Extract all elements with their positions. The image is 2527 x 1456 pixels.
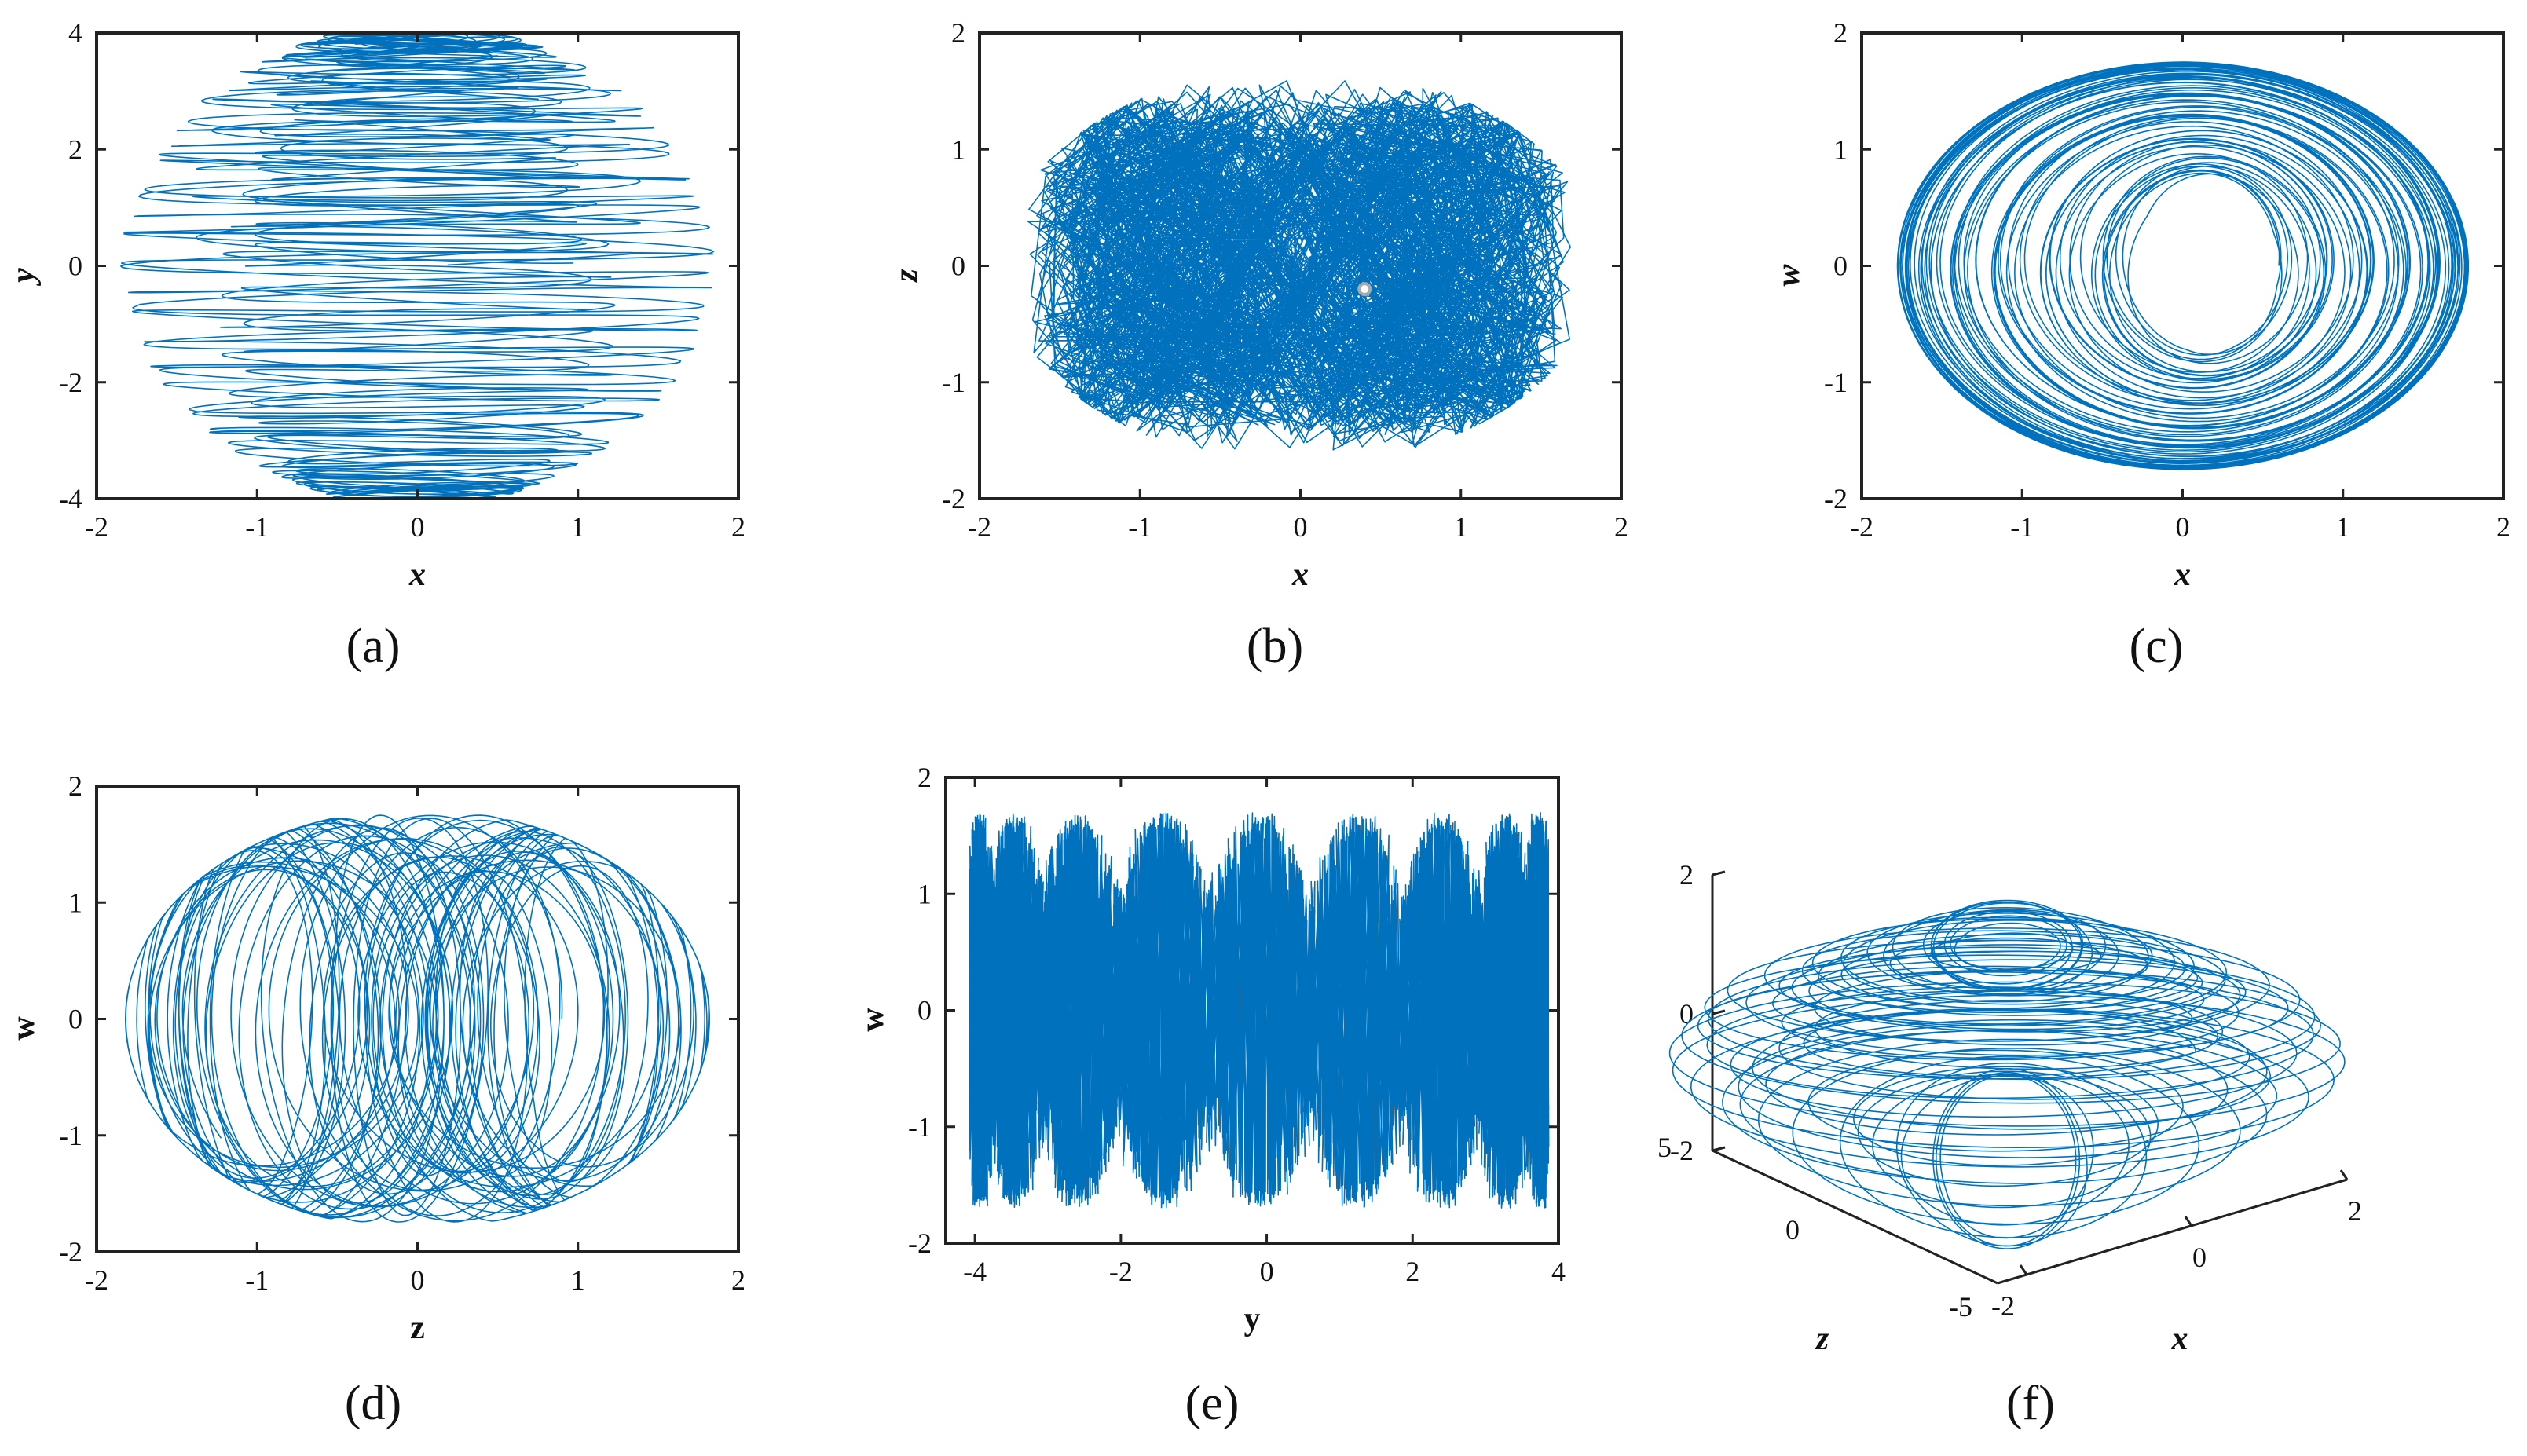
x-axis-label: x (2174, 557, 2191, 593)
y-tick-label: 0 (951, 251, 965, 282)
y-tick-label: 2 (951, 17, 965, 49)
x-tick-label: -2 (1991, 1290, 2015, 1322)
x-tick-label: -1 (245, 1264, 269, 1296)
y-tick-label: 2 (1833, 17, 1848, 49)
y-axis-line (1712, 1149, 1998, 1285)
x-tick-label: -1 (1128, 511, 1152, 543)
x-tick-mark (2019, 1264, 2028, 1275)
y-tick-label: 0 (68, 1004, 82, 1035)
x-axis-line (1997, 1178, 2348, 1285)
y-tick-label: -2 (59, 1236, 82, 1268)
z-tick-label: -2 (1670, 1135, 1694, 1166)
y-tick-label: 0 (1833, 251, 1848, 282)
x-tick-label: 0 (411, 1264, 425, 1296)
y-tick-label: 2 (68, 134, 82, 165)
x-tick-label: -1 (2010, 511, 2034, 543)
x-tick-label: 2 (2348, 1195, 2362, 1227)
y-tick-label: 0 (1785, 1214, 1800, 1246)
y-tick-label: 5 (1657, 1132, 1672, 1163)
x-tick-mark (2339, 1169, 2349, 1180)
x-tick-label: 1 (571, 511, 585, 543)
x-tick-label: 1 (2336, 511, 2350, 543)
panel-label: (a) (346, 620, 401, 673)
x-tick-label: -2 (85, 511, 108, 543)
x-tick-mark (2184, 1216, 2193, 1227)
x-tick-label: -1 (245, 511, 269, 543)
x-tick-label: -2 (968, 511, 991, 543)
z-tick-mark (1712, 870, 1726, 876)
x-axis-label: z (410, 1310, 425, 1346)
x-tick-label: 2 (731, 511, 745, 543)
y-axis-label: w (5, 1016, 42, 1041)
y-tick-label: 2 (68, 770, 82, 802)
y-tick-label: -2 (908, 1227, 932, 1259)
x-axis-label: x (408, 557, 426, 593)
y-axis-label: y (5, 268, 42, 287)
y-tick-label: 2 (917, 762, 932, 793)
y-tick-label: 1 (951, 134, 965, 165)
z-tick-mark (1712, 1146, 1726, 1152)
y-axis-label: z (888, 269, 925, 284)
trajectory-line (125, 814, 710, 1223)
panel-label: (f) (2006, 1377, 2055, 1430)
trajectory-3d-line (1668, 899, 2346, 1249)
y-tick-label: -2 (59, 367, 82, 398)
x-tick-label: 2 (1405, 1256, 1419, 1287)
y-tick-label: -1 (908, 1111, 932, 1143)
y-tick-label: -1 (942, 367, 965, 398)
y-tick-label: 0 (68, 251, 82, 282)
y-axis-label: w (855, 1008, 891, 1032)
x-tick-label: -2 (1109, 1256, 1133, 1287)
y-tick-label: 0 (917, 995, 932, 1026)
x-tick-label: 0 (1260, 1256, 1274, 1287)
y-tick-label: -4 (59, 483, 82, 514)
x-tick-label: 1 (571, 1264, 585, 1296)
y-axis-label: w (1771, 264, 1807, 287)
y-tick-label: 4 (68, 17, 82, 49)
y-tick-label: -1 (1824, 367, 1848, 398)
y-tick-label: -1 (59, 1120, 82, 1151)
x-tick-label: -2 (85, 1264, 108, 1296)
x-tick-label: 0 (2176, 511, 2190, 543)
panel-label: (b) (1247, 620, 1303, 673)
x-axis-label: x (1291, 557, 1309, 593)
panel-label: (e) (1185, 1377, 1240, 1430)
x-tick-label: 2 (731, 1264, 745, 1296)
x-tick-label: 0 (1294, 511, 1308, 543)
panel-c: -2 -1 0 1 2 -2 -1 0 1 2 x w (c) (1771, 17, 2511, 673)
panel-e: -4 -2 0 2 4 -2 -1 0 1 2 y w (e) (855, 762, 1566, 1430)
x-axis-label: y (1244, 1301, 1261, 1337)
panel-d: -2 -1 0 1 2 -2 -1 0 1 2 z w (d) (5, 770, 745, 1430)
x-axis-label: x (2171, 1321, 2188, 1357)
trajectory-line (1027, 80, 1572, 451)
panel-label: (d) (345, 1377, 401, 1430)
x-tick-label: 0 (2192, 1242, 2207, 1273)
x-tick-label: 1 (1454, 511, 1468, 543)
trajectory-line (120, 33, 715, 499)
x-tick-label: 0 (411, 511, 425, 543)
y-tick-label: -2 (942, 483, 965, 514)
y-tick-label: -5 (1949, 1291, 1972, 1322)
x-tick-label: 4 (1551, 1256, 1566, 1287)
y-tick-label: -2 (1824, 483, 1848, 514)
x-tick-label: 2 (1614, 511, 1628, 543)
z-tick-label: 2 (1679, 859, 1694, 891)
y-tick-label: 1 (68, 887, 82, 918)
marker-point (1357, 282, 1372, 297)
y-tick-label: 1 (1833, 134, 1848, 165)
trajectory-line (1896, 61, 2469, 470)
panel-b: -2 -1 0 1 2 -2 -1 0 1 2 x z (b) (888, 17, 1628, 673)
y-tick-label: 1 (917, 878, 932, 909)
x-tick-label: -2 (1850, 511, 1873, 543)
x-tick-label: 2 (2496, 511, 2511, 543)
z-tick-mark (1712, 1009, 1726, 1015)
y-axis-label: z (1815, 1321, 1829, 1357)
x-tick-label: -4 (963, 1256, 987, 1287)
trajectory-line (969, 811, 1550, 1209)
panel-label: (c) (2130, 620, 2184, 673)
